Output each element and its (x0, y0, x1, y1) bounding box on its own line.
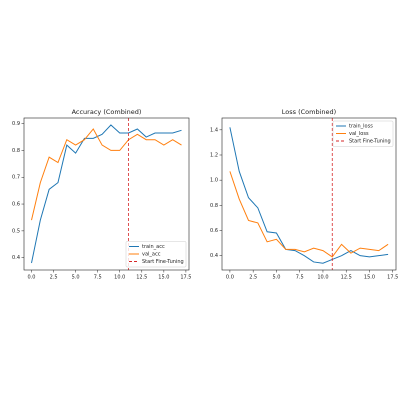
x-tick-label: 10.0 (114, 275, 125, 281)
x-tick-label: 5.0 (272, 275, 280, 281)
legend-label: Start Fine-Tuning (349, 139, 391, 145)
y-tick-label: 0.4 (12, 255, 20, 261)
legend-box (125, 241, 187, 268)
x-tick-label: 0.0 (226, 275, 234, 281)
x-tick-label: 17.5 (180, 275, 191, 281)
x-tick-label: 15.0 (158, 275, 169, 281)
legend-box (332, 120, 394, 147)
y-tick-label: 1.4 (210, 127, 218, 133)
series-line (31, 128, 182, 221)
axes-frame (23, 117, 190, 271)
axes-frame (221, 117, 397, 271)
y-tick-label: 1.0 (210, 178, 218, 184)
x-tick-label: 12.5 (136, 275, 147, 281)
series-line (229, 127, 389, 264)
y-tick-label: 0.6 (210, 228, 218, 234)
legend-label: train_acc (142, 244, 165, 250)
x-tick-label: 7.5 (296, 275, 304, 281)
legend-label: train_loss (349, 124, 373, 130)
x-tick-label: 12.5 (341, 275, 352, 281)
series-line (229, 171, 389, 258)
y-tick-label: 0.8 (12, 148, 20, 154)
x-tick-label: 15.0 (364, 275, 375, 281)
chart-title: Loss (Combined) (282, 108, 336, 116)
x-tick-label: 7.5 (94, 275, 102, 281)
legend-label: val_loss (349, 131, 369, 137)
y-tick-label: 0.8 (210, 203, 218, 209)
y-tick-label: 0.7 (12, 175, 20, 181)
x-tick-label: 17.5 (387, 275, 398, 281)
y-tick-label: 0.5 (12, 228, 20, 234)
x-tick-label: 2.5 (50, 275, 58, 281)
y-tick-label: 0.9 (12, 121, 20, 127)
x-tick-label: 10.0 (317, 275, 328, 281)
y-tick-label: 0.4 (210, 253, 218, 259)
y-tick-label: 1.2 (210, 152, 218, 158)
x-tick-label: 2.5 (249, 275, 257, 281)
legend-label: Start Fine-Tuning (142, 259, 184, 265)
x-tick-label: 5.0 (72, 275, 80, 281)
legend-label: val_acc (142, 252, 161, 258)
x-tick-label: 0.0 (28, 275, 36, 281)
y-tick-label: 0.6 (12, 202, 20, 208)
series-line (31, 124, 182, 264)
chart-title: Accuracy (Combined) (72, 108, 142, 116)
